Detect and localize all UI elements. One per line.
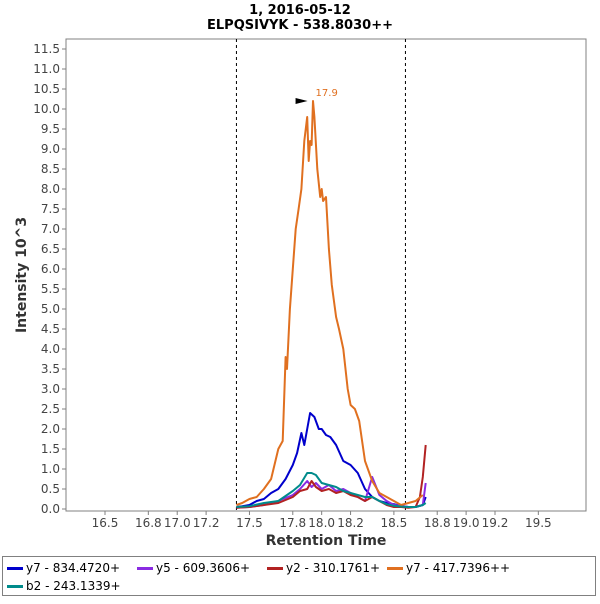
x-tick-label: 18.2 (337, 516, 364, 530)
x-tick-label: 17.2 (193, 516, 220, 530)
x-tick-label: 19.0 (453, 516, 480, 530)
legend-label: b2 - 243.1339+ (26, 579, 121, 593)
y-tick-label: 0.5 (41, 482, 60, 496)
x-tick-label: 19.2 (482, 516, 509, 530)
y-tick-label: 6.0 (41, 262, 60, 276)
legend-swatch (7, 566, 23, 570)
x-tick-label: 18.5 (381, 516, 408, 530)
y-tick-label: 11.5 (33, 42, 60, 56)
legend: y7 - 834.4720+ y5 - 609.3606+ y2 - 310.176… (2, 556, 596, 596)
y-tick-label: 10.5 (33, 82, 60, 96)
y-tick-label: 7.5 (41, 202, 60, 216)
legend-item: y5 - 609.3606+ (137, 561, 250, 575)
legend-swatch (137, 566, 153, 570)
legend-swatch (7, 584, 23, 588)
y-tick-label: 8.5 (41, 162, 60, 176)
chart-subtitle: ELPQSIVYK - 538.8030++ (207, 18, 393, 33)
y-tick-label: 11.0 (33, 62, 60, 76)
legend-item: b2 - 243.1339+ (7, 579, 121, 593)
legend-item: y7 - 417.7396++ (387, 561, 510, 575)
y-tick-label: 1.0 (41, 462, 60, 476)
x-tick-label: 19.5 (525, 516, 552, 530)
series-line-4 (236, 472, 427, 508)
y-axis-label: Intensity 10^3 (14, 217, 30, 333)
y-tick-label: 2.0 (41, 422, 60, 436)
x-tick-label: 17.8 (279, 516, 306, 530)
x-tick-label: 18.0 (308, 516, 335, 530)
y-tick-label: 10.0 (33, 102, 60, 116)
peak-marker (295, 98, 308, 104)
legend-swatch (267, 566, 283, 570)
legend-label: y7 - 834.4720+ (26, 561, 121, 575)
y-tick-label: 2.5 (41, 402, 60, 416)
y-tick-label: 3.0 (41, 382, 60, 396)
y-tick-label: 4.0 (41, 342, 60, 356)
series-line-3 (236, 100, 424, 506)
y-tick-label: 7.0 (41, 222, 60, 236)
y-tick-label: 9.5 (41, 122, 60, 136)
x-axis-label: Retention Time (266, 533, 387, 549)
y-tick-label: 1.5 (41, 442, 60, 456)
y-tick-label: 0.0 (41, 502, 60, 516)
legend-item: y2 - 310.1761+ (267, 561, 380, 575)
y-tick-label: 4.5 (41, 322, 60, 336)
y-tick-label: 6.5 (41, 242, 60, 256)
y-tick-label: 8.0 (41, 182, 60, 196)
y-tick-label: 5.5 (41, 282, 60, 296)
y-tick-label: 9.0 (41, 142, 60, 156)
x-tick-label: 18.8 (424, 516, 451, 530)
x-tick-label: 17.5 (236, 516, 263, 530)
y-tick-label: 3.5 (41, 362, 60, 376)
plot-area (65, 38, 587, 512)
x-tick-label: 17.0 (164, 516, 191, 530)
chart-title: 1, 2016-05-12 (249, 3, 351, 18)
y-tick-label: 5.0 (41, 302, 60, 316)
x-tick-label: 16.5 (92, 516, 119, 530)
x-tick-label: 16.8 (135, 516, 162, 530)
legend-label: y2 - 310.1761+ (286, 561, 381, 575)
peak-label: 17.9 (316, 88, 338, 99)
legend-item: y7 - 834.4720+ (7, 561, 120, 575)
legend-label: y7 - 417.7396++ (406, 561, 511, 575)
legend-swatch (387, 566, 403, 570)
legend-label: y5 - 609.3606+ (156, 561, 251, 575)
